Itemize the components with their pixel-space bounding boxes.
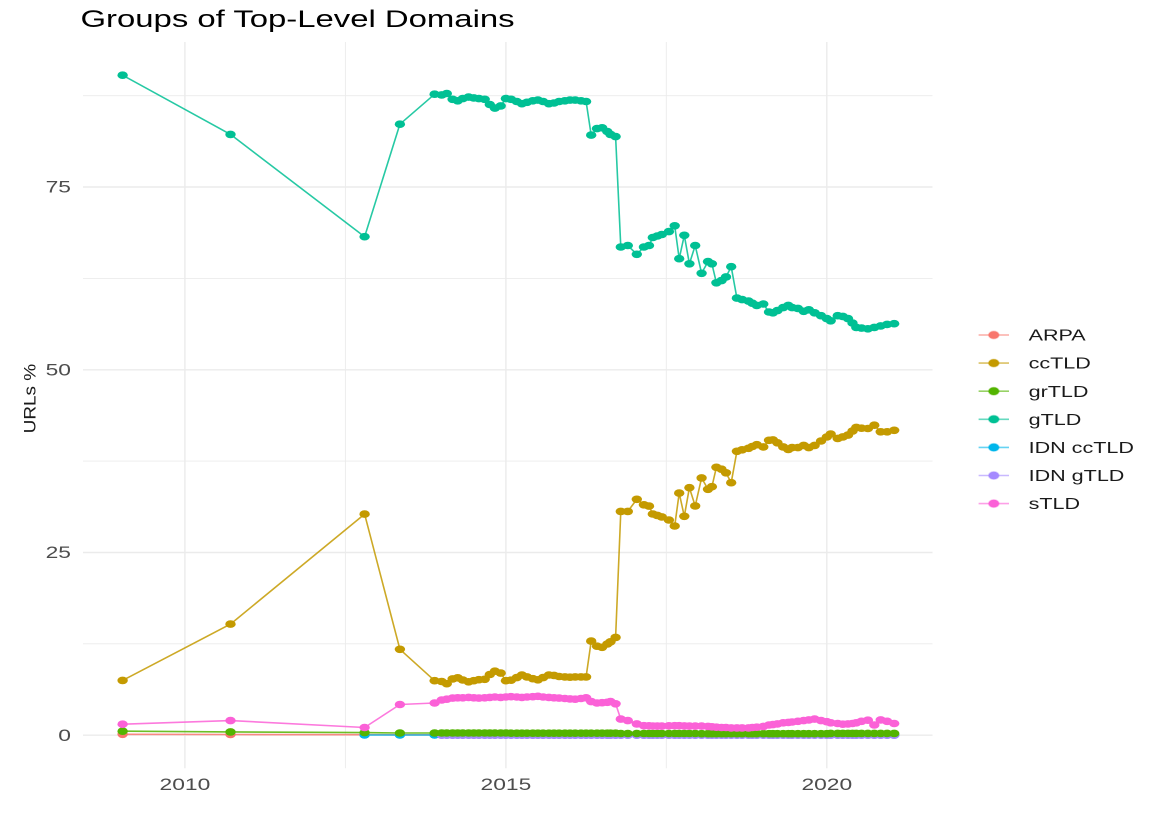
svg-text:75: 75 — [46, 179, 71, 197]
svg-text:0: 0 — [58, 727, 71, 745]
svg-text:grTLD: grTLD — [1029, 383, 1089, 400]
svg-text:50: 50 — [46, 361, 71, 379]
svg-text:2010: 2010 — [160, 776, 211, 794]
svg-text:URLs %: URLs % — [21, 364, 40, 434]
svg-text:25: 25 — [46, 544, 71, 562]
svg-text:IDN ccTLD: IDN ccTLD — [1029, 439, 1134, 456]
svg-text:2020: 2020 — [801, 776, 852, 794]
svg-text:gTLD: gTLD — [1029, 411, 1082, 428]
svg-text:2015: 2015 — [481, 776, 532, 794]
svg-text:ARPA: ARPA — [1029, 327, 1087, 344]
svg-text:Groups of Top-Level Domains: Groups of Top-Level Domains — [81, 6, 515, 33]
svg-text:IDN gTLD: IDN gTLD — [1029, 467, 1125, 484]
svg-text:sTLD: sTLD — [1029, 495, 1080, 512]
svg-text:ccTLD: ccTLD — [1029, 355, 1091, 372]
